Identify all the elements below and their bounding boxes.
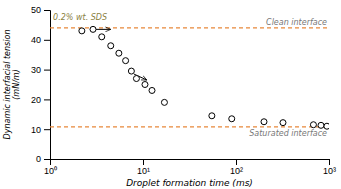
tick-label: 30 [31, 65, 41, 75]
chart: 10⁰ 10¹ 10² 10³ 0 10 20 30 40 50 Clean interface Sa… [0, 0, 341, 189]
point [123, 58, 129, 64]
axis-line [44, 11, 51, 160]
tick: 50 [31, 5, 50, 15]
tick: 20 [31, 95, 50, 105]
axis-line [51, 160, 330, 166]
tick: 30 [31, 65, 50, 75]
tick-label: 20 [31, 95, 41, 105]
tick-mark [236, 159, 237, 165]
reference-line-label: Clean interface [266, 18, 327, 27]
tick-mark [44, 40, 50, 41]
arrow [94, 29, 110, 30]
point [90, 26, 96, 32]
tick: 10⁰ [44, 159, 57, 176]
tick: 0 [36, 154, 50, 164]
annotations: Clean interface Saturated interface 0.2% w… [53, 13, 327, 138]
y-axis: 0 10 20 30 40 50 [31, 5, 51, 164]
tick: 10 [31, 125, 50, 135]
point [142, 82, 148, 88]
annotation: 0.2% wt. SDS [53, 13, 107, 22]
point [128, 68, 134, 74]
x-axis: 10⁰ 10¹ 10² 10³ [44, 159, 336, 176]
tick-label: 10¹ [137, 166, 150, 176]
tick: 10² [230, 159, 243, 176]
reference-line [50, 126, 329, 127]
point [99, 34, 105, 40]
point [79, 28, 85, 34]
tick-mark [44, 99, 50, 100]
point [133, 76, 139, 82]
point [318, 122, 324, 128]
marks [50, 26, 329, 129]
tick-label: 10⁰ [44, 166, 57, 176]
tick-mark [44, 70, 50, 71]
point [310, 122, 316, 128]
tick: 10³ [323, 159, 336, 176]
tick-label: 10³ [323, 166, 336, 176]
tick-mark [143, 159, 144, 165]
tick-mark [329, 159, 330, 165]
point [108, 43, 114, 49]
point [229, 116, 235, 122]
tick: 40 [31, 35, 50, 45]
tick-label: 10 [31, 125, 41, 135]
point [161, 99, 167, 105]
y-axis-title: Dynamic interfacial tension(mN/m) [3, 30, 21, 140]
plot: 10⁰ 10¹ 10² 10³ 0 10 20 30 40 50 Clean interface Sa… [31, 5, 336, 176]
point [116, 50, 122, 56]
point [261, 119, 267, 125]
point [209, 113, 215, 119]
tick-label: 40 [31, 35, 41, 45]
tick-mark [44, 159, 50, 160]
tick-label: 50 [31, 5, 41, 15]
point [280, 120, 286, 126]
reference-line-label: Saturated interface [249, 129, 327, 138]
point [149, 87, 155, 93]
tick: 10¹ [137, 159, 150, 176]
tick-label: 10² [230, 166, 243, 176]
tick-label: 0 [36, 154, 41, 164]
tick-mark [44, 129, 50, 130]
tick-mark [44, 10, 50, 11]
x-axis-title: Droplet formation time (ms) [126, 178, 253, 188]
